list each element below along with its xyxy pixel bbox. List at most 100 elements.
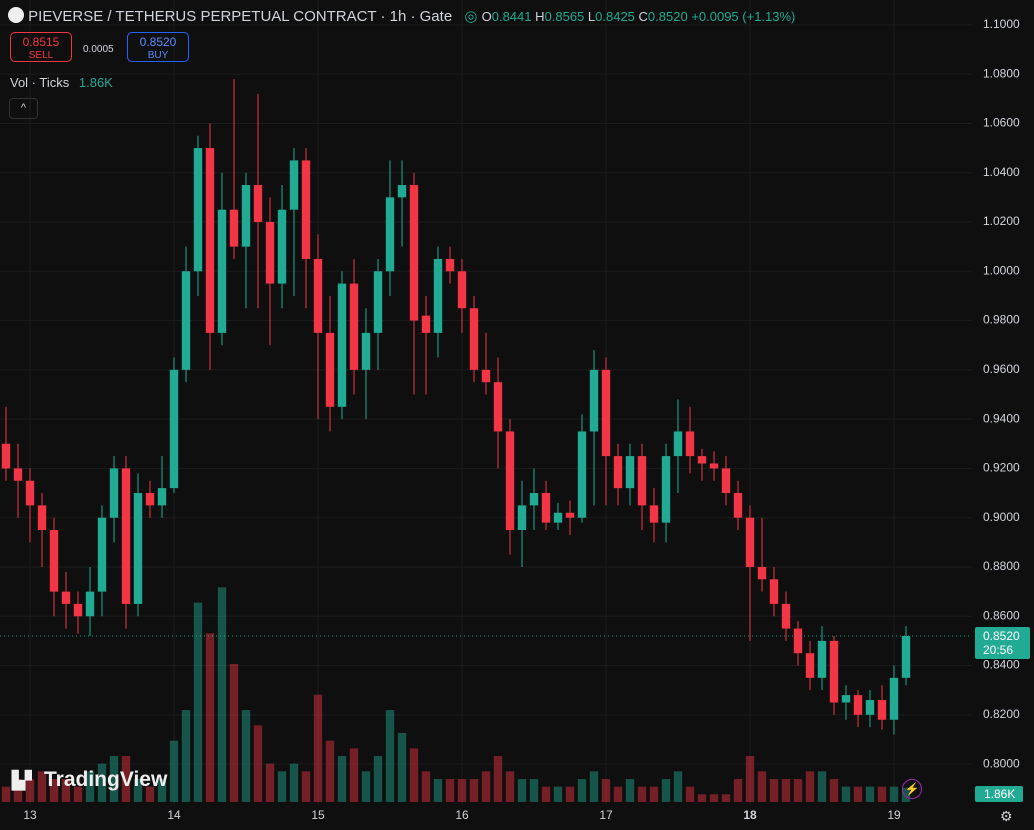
- volume-bar: [469, 779, 479, 802]
- y-tick-label: 0.8800: [983, 559, 1020, 573]
- candle-body: [685, 431, 695, 457]
- candle-body: [109, 468, 119, 518]
- spread: 0.0005: [83, 44, 114, 55]
- volume-bar: [13, 779, 23, 802]
- candle-body: [733, 493, 743, 518]
- candle-body: [613, 456, 623, 489]
- status-dot: ◎: [464, 8, 478, 25]
- buy-label: BUY: [147, 50, 169, 61]
- candle-body: [253, 185, 263, 223]
- l-label: L: [587, 9, 596, 24]
- candle-body: [337, 283, 347, 407]
- sell-button[interactable]: 0.8515 SELL: [10, 32, 72, 62]
- candle-body: [469, 308, 479, 370]
- y-tick-label: 1.0000: [983, 263, 1020, 277]
- volume-bar: [133, 779, 143, 802]
- volume-bar: [313, 694, 323, 802]
- candle-body: [193, 148, 203, 272]
- price-tag-value: 0.8520: [983, 629, 1020, 643]
- candle-body: [145, 493, 155, 506]
- volume-bar: [217, 587, 227, 802]
- volume-bar: [193, 602, 203, 802]
- h-label: H: [535, 9, 545, 24]
- candle-body: [721, 468, 731, 494]
- volume-bar: [577, 779, 587, 802]
- candle-body: [373, 271, 383, 333]
- candle-body: [601, 369, 611, 457]
- candle-body: [49, 530, 59, 592]
- o-value: 0.8441: [491, 9, 532, 24]
- candle-body: [757, 566, 767, 580]
- volume-bar: [181, 710, 191, 802]
- collapse-button[interactable]: ^: [9, 98, 38, 119]
- volume-bar: [49, 779, 59, 802]
- volume-bar: [457, 779, 467, 802]
- alert-icon[interactable]: ⚡: [902, 779, 922, 799]
- y-tick-label: 1.1000: [983, 17, 1020, 31]
- volume-bar: [865, 786, 875, 802]
- volume-tag: [975, 786, 1023, 802]
- candle-body: [745, 517, 755, 567]
- volume-bar: [493, 756, 503, 802]
- candle-body: [241, 185, 251, 247]
- volume-tag-value: 1.86K: [984, 787, 1015, 801]
- volume-bar: [817, 771, 827, 802]
- candle-body: [181, 271, 191, 370]
- x-tick-label: 17: [599, 808, 613, 822]
- candle-body: [793, 628, 803, 654]
- volume-bar: [541, 786, 551, 802]
- candle-body: [349, 283, 359, 370]
- candle-body: [709, 463, 719, 469]
- volume-bar: [841, 786, 851, 802]
- o-label: O: [481, 9, 492, 24]
- sell-price: 0.8515: [22, 35, 60, 49]
- volume-bar: [793, 779, 803, 802]
- candle-body: [517, 505, 527, 531]
- volume-bar: [805, 771, 815, 802]
- candle-body: [157, 488, 167, 506]
- candle-body: [649, 505, 659, 523]
- candle-body: [901, 635, 911, 678]
- candle-body: [313, 258, 323, 333]
- symbol-icon: [8, 7, 24, 23]
- volume-bar: [589, 771, 599, 802]
- settings-icon[interactable]: ⚙: [1000, 808, 1013, 824]
- volume-bar: [889, 786, 899, 802]
- candle-body: [61, 591, 71, 604]
- candle-body: [361, 332, 371, 370]
- volume-bar: [349, 748, 359, 802]
- candle-body: [265, 222, 275, 284]
- volume-bar: [565, 786, 575, 802]
- candle-body: [1, 443, 11, 469]
- volume-bar: [553, 786, 563, 802]
- symbol-title: PIEVERSE / TETHERUS PERPETUAL CONTRACT ·…: [28, 8, 453, 25]
- volume-bar: [229, 664, 239, 802]
- volume-bar: [109, 756, 119, 802]
- candle-body: [673, 431, 683, 457]
- volume-bar: [397, 733, 407, 802]
- buy-button[interactable]: 0.8520 BUY: [127, 32, 189, 62]
- buy-price: 0.8520: [139, 35, 177, 49]
- volume-bar: [697, 794, 707, 802]
- candle-body: [805, 653, 815, 678]
- volume-bar: [613, 786, 623, 802]
- candle-body: [529, 493, 539, 506]
- candle-body: [409, 185, 419, 321]
- sell-label: SELL: [28, 50, 54, 61]
- x-tick-label: 18: [743, 808, 757, 822]
- volume-bar: [649, 786, 659, 802]
- y-tick-label: 0.9600: [983, 362, 1020, 376]
- candle-body: [397, 185, 407, 198]
- volume-bar: [853, 786, 863, 802]
- volume-bar: [601, 779, 611, 802]
- volume-bar: [145, 786, 155, 802]
- volume-bar: [97, 763, 107, 802]
- y-tick-label: 0.9200: [983, 461, 1020, 475]
- volume-title: Vol · Ticks: [10, 75, 70, 90]
- logo-text: TradingView: [44, 768, 168, 791]
- volume-bar: [709, 794, 719, 802]
- candle-body: [889, 677, 899, 720]
- x-tick-label: 13: [23, 808, 37, 822]
- volume-bar: [721, 794, 731, 802]
